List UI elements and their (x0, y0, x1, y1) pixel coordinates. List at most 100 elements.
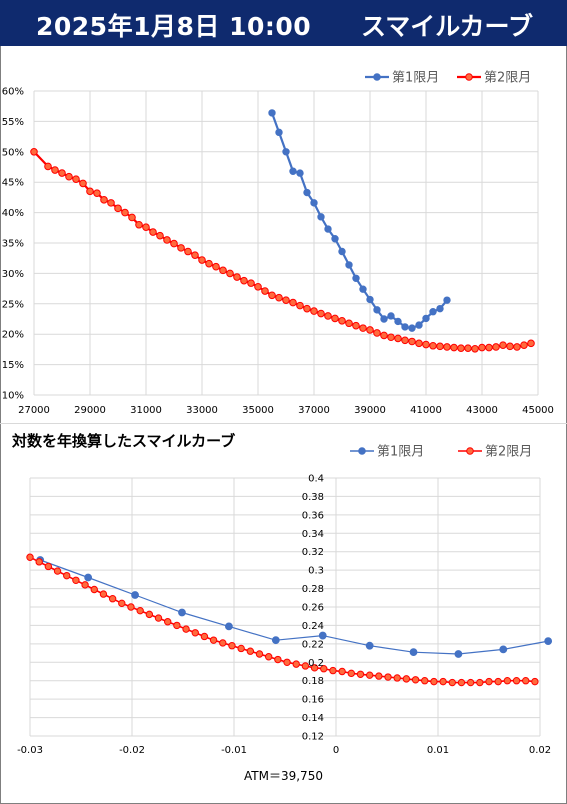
data-point (454, 650, 463, 658)
log-smile-curve-chart: -0.03 -0.02 -0.01 0 0.01 0.02 0.12 0.14 0.16 0.18… (17, 445, 553, 756)
data-point (422, 340, 430, 349)
data-point (219, 639, 227, 647)
data-point (329, 666, 337, 675)
data-point (503, 677, 512, 685)
data-point (338, 317, 346, 325)
data-point (359, 324, 367, 332)
data-point (439, 677, 447, 686)
y-tick-label: 0.22 (302, 639, 324, 650)
y-tick-label: 55% (2, 117, 24, 128)
data-point (303, 188, 311, 197)
series-line (29, 556, 535, 684)
x-tick-label: 39000 (354, 405, 386, 416)
legend-marker (466, 447, 474, 455)
data-point (63, 571, 71, 580)
header-title: スマイルカーブ (360, 12, 533, 41)
data-point (209, 636, 218, 644)
data-point (338, 247, 346, 256)
data-point (394, 317, 402, 326)
data-point (352, 274, 360, 282)
x-tick-label: 37000 (298, 405, 330, 416)
data-point (268, 109, 276, 117)
x-tick-label: 0.02 (529, 745, 551, 756)
data-point (226, 269, 234, 278)
legend-marker (373, 73, 381, 81)
data-point (296, 301, 304, 310)
y-tick-label: 40% (2, 208, 24, 219)
y-tick-label: 0.32 (302, 547, 324, 558)
data-point (317, 309, 325, 318)
y-tick-label: 0.26 (302, 603, 324, 614)
data-point (478, 343, 486, 352)
data-point (121, 208, 129, 217)
data-point (282, 148, 290, 156)
y-tick-label: 0.14 (302, 713, 324, 724)
x-tick-label: 41000 (410, 405, 442, 416)
data-point (268, 291, 276, 300)
data-point (51, 166, 59, 174)
y-tick-label: 15% (2, 360, 24, 371)
data-point (275, 293, 283, 302)
y-tick-label: 0.12 (302, 732, 324, 743)
data-point (464, 344, 472, 352)
data-point (436, 304, 444, 313)
data-point (409, 648, 418, 657)
data-point (415, 339, 423, 348)
data-point (254, 282, 262, 291)
data-point (443, 343, 451, 351)
data-point (170, 239, 178, 248)
x-tick-label: 33000 (186, 405, 218, 416)
data-point (512, 677, 521, 685)
legend-marker (358, 447, 366, 455)
y-tick-label: 0.2 (308, 658, 324, 669)
data-point (310, 199, 318, 207)
data-point (520, 341, 528, 349)
y-tick-label: 45% (2, 178, 24, 189)
data-point (261, 287, 269, 295)
data-point (387, 312, 395, 320)
data-point (347, 669, 355, 678)
data-point (173, 621, 181, 630)
data-point (90, 585, 98, 594)
series-line (270, 112, 448, 330)
data-point (191, 251, 199, 259)
legend-label: 第1限月 (377, 445, 424, 460)
y-tick-label: 25% (2, 299, 24, 310)
data-point (318, 631, 327, 640)
x-tick-label: 27000 (18, 405, 50, 416)
data-point (365, 641, 374, 650)
data-point (118, 599, 126, 608)
data-point (164, 618, 172, 626)
chart-divider (0, 423, 567, 424)
x-tick-label: 0.01 (427, 745, 449, 756)
atm-note: ATM＝39,750 (244, 769, 323, 783)
data-point (544, 637, 553, 645)
data-point (422, 314, 430, 323)
data-point (450, 343, 458, 352)
data-point (429, 308, 437, 316)
y-tick-label: 0.18 (302, 676, 324, 687)
x-tick-label: 45000 (522, 405, 554, 416)
data-point (499, 341, 507, 349)
data-point (466, 678, 475, 687)
data-point (303, 304, 311, 313)
legend-label: 第1限月 (392, 71, 439, 86)
data-point (331, 235, 339, 243)
y-tick-label: 60% (2, 87, 24, 98)
data-point (128, 213, 136, 222)
series-line (33, 151, 532, 350)
data-point (430, 677, 438, 686)
data-point (393, 674, 401, 682)
x-tick-label: -0.03 (17, 745, 43, 756)
log-chart-title: 対数を年換算したスマイルカーブ (12, 432, 236, 450)
data-point (275, 128, 283, 137)
data-point (296, 169, 304, 177)
data-point (228, 642, 236, 650)
data-point (373, 306, 381, 314)
data-point (408, 337, 416, 346)
data-point (292, 660, 300, 668)
data-point (366, 326, 374, 334)
y-tick-label: 0.16 (302, 695, 324, 706)
y-tick-label: 0.3 (308, 566, 324, 577)
data-point (527, 339, 535, 348)
